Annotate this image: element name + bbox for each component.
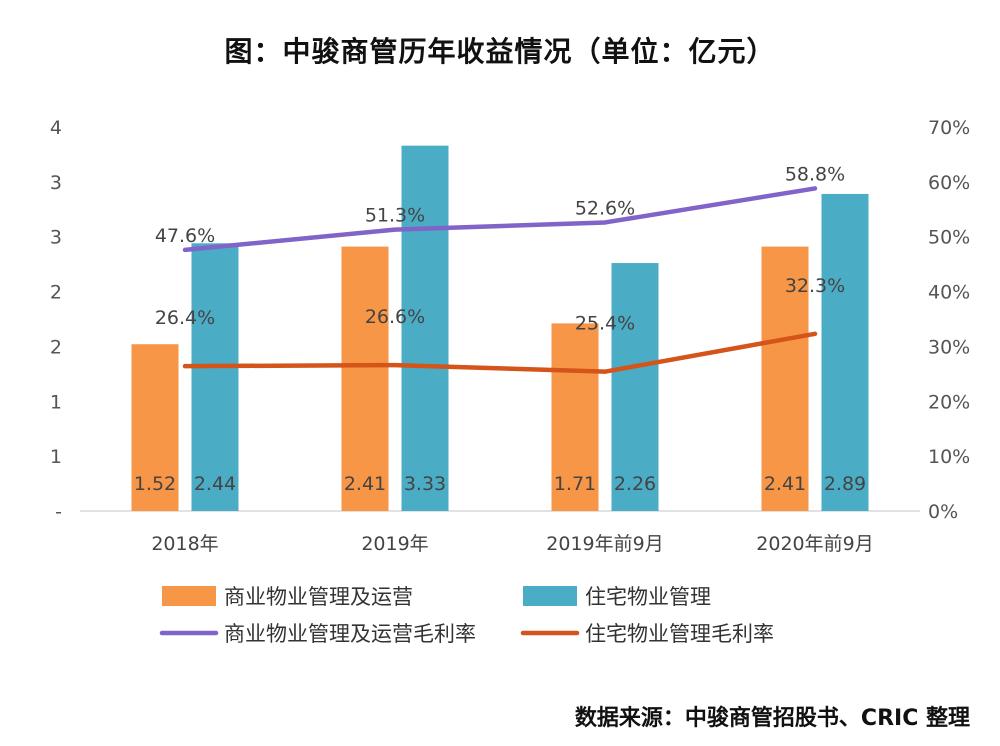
bar [611, 263, 659, 511]
bar [551, 323, 599, 511]
bar-value-label: 2.26 [614, 473, 656, 495]
left-axis-tick-label: - [55, 501, 62, 523]
series-line [182, 331, 818, 374]
bar-value-label: 2.89 [824, 473, 866, 495]
bar-value-label: 1.71 [554, 473, 596, 495]
right-axis-tick-label: 60% [928, 172, 970, 194]
left-axis-tick-label: 1 [50, 391, 62, 413]
chart-title: 图：中骏商管历年收益情况（单位：亿元） [224, 35, 776, 68]
legend-swatch [162, 586, 216, 606]
line-value-label: 25.4% [575, 313, 635, 335]
bar [131, 344, 179, 511]
left-axis-tick-label: 4 [50, 117, 62, 139]
bar-value-label: 2.41 [344, 473, 386, 495]
left-axis-tick-label: 1 [50, 446, 62, 468]
line-value-label: 32.3% [785, 275, 845, 297]
right-axis-tick-label: 20% [928, 391, 970, 413]
line-value-label: 26.4% [155, 307, 215, 329]
x-axis-category-label: 2019年 [361, 533, 428, 555]
bar-value-label: 1.52 [134, 473, 176, 495]
legend-label: 商业物业管理及运营 [224, 585, 413, 609]
right-axis-tick-label: 30% [928, 336, 970, 358]
left-axis-tick-label: 2 [50, 282, 62, 304]
left-axis-tick-label: 2 [50, 336, 62, 358]
bar [191, 243, 239, 511]
bar-value-label: 2.44 [194, 473, 236, 495]
right-axis-tick-label: 40% [928, 282, 970, 304]
source-note: 数据来源：中骏商管招股书、CRIC 整理 [574, 706, 970, 731]
bar-value-label: 3.33 [404, 473, 446, 495]
x-axis-category-label: 2019年前9月 [546, 533, 663, 555]
line-value-label: 58.8% [785, 163, 845, 185]
series-line [182, 186, 818, 253]
line-value-label: 52.6% [575, 197, 635, 219]
legend-label: 住宅物业管理 [585, 585, 711, 609]
line-value-label: 51.3% [365, 205, 425, 227]
bar [821, 193, 869, 511]
bar [341, 246, 389, 512]
left-axis-tick-label: 3 [50, 172, 62, 194]
right-axis-tick-label: 0% [928, 501, 958, 523]
line-value-label: 26.6% [365, 306, 425, 328]
right-axis-tick-label: 10% [928, 446, 970, 468]
right-axis-tick-label: 50% [928, 227, 970, 249]
legend-label: 商业物业管理及运营毛利率 [224, 622, 476, 646]
right-axis-tick-label: 70% [928, 117, 970, 139]
legend-swatch [523, 586, 577, 606]
left-axis-tick-label: 3 [50, 227, 62, 249]
bar [401, 145, 449, 511]
bar-value-label: 2.41 [764, 473, 806, 495]
line-value-label: 47.6% [155, 225, 215, 247]
x-axis-category-label: 2020年前9月 [756, 533, 873, 555]
bar [761, 246, 809, 512]
x-axis-category-label: 2018年 [151, 533, 218, 555]
legend-label: 住宅物业管理毛利率 [585, 622, 774, 646]
